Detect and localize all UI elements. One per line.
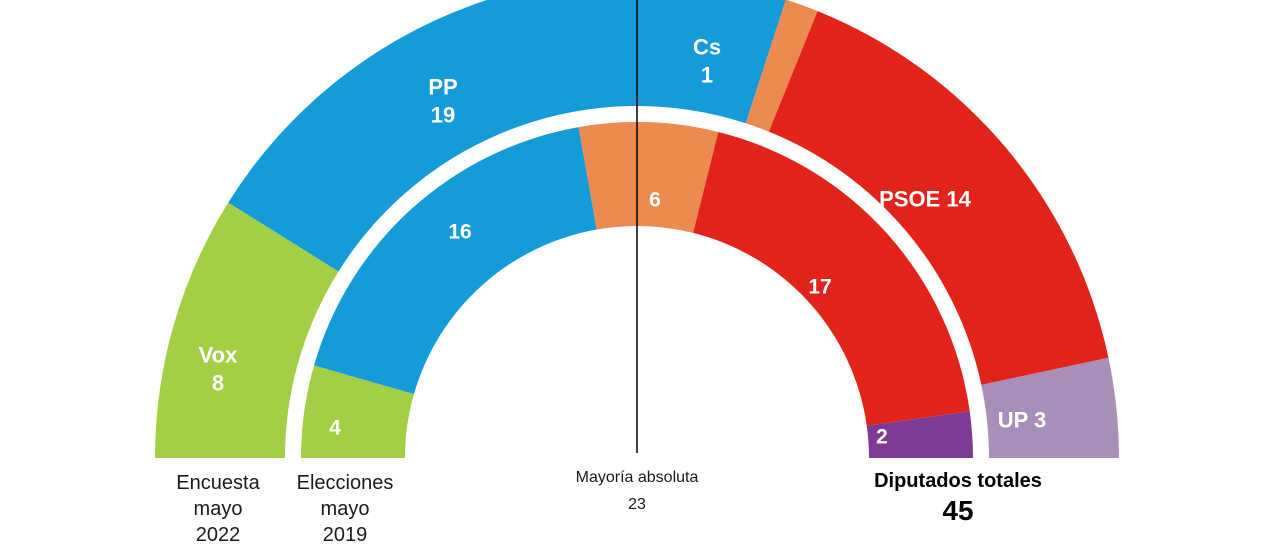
segment-label-2019-vox: 4 [329, 417, 341, 440]
segment-label-2022-cs: Cs 1 [693, 35, 721, 88]
segment-label-2019-up: 2 [876, 426, 888, 449]
segment-label-2022-pp: PP 19 [428, 75, 457, 128]
segment-label-2022-vox: Vox 8 [199, 343, 238, 396]
segment-2022-psoe [768, 11, 1109, 385]
segment-2022-cs [745, 0, 818, 132]
seat-arc-labels: Vox 8 PP 19 Cs 1 PSOE 14 UP 3 4 16 6 17 2 [199, 35, 1047, 449]
segment-label-2022-psoe: PSOE 14 [879, 187, 971, 212]
segment-2019-pp [314, 127, 597, 395]
segment-label-2022-up: UP 3 [998, 408, 1047, 433]
majority-annotation: Mayoría absoluta 23 [537, 468, 737, 515]
segment-2022-pp [228, 0, 786, 272]
segment-2019-cs [578, 122, 719, 233]
segment-2019-vox [301, 365, 414, 458]
totals-value: 45 [942, 495, 974, 526]
totals-label: Diputados totales [874, 470, 1042, 492]
majority-label: Mayoría absoluta [575, 469, 699, 486]
segment-2019-psoe [693, 131, 970, 426]
caption-survey-may-2022: Encuesta mayo 2022 [176, 472, 260, 546]
segment-2022-vox [155, 202, 339, 458]
segment-2019-up [866, 411, 974, 458]
segment-label-2019-cs: 6 [649, 189, 661, 212]
segment-label-2019-psoe: 17 [808, 276, 831, 299]
seat-arcs [155, 0, 1119, 458]
segment-label-2019-pp: 16 [448, 221, 471, 244]
caption-election-may-2019: Elecciones mayo 2019 [296, 472, 394, 546]
segment-2022-up [981, 357, 1119, 458]
majority-value: 23 [628, 496, 646, 513]
totals-annotation: Diputados totales 45 [858, 469, 1058, 527]
